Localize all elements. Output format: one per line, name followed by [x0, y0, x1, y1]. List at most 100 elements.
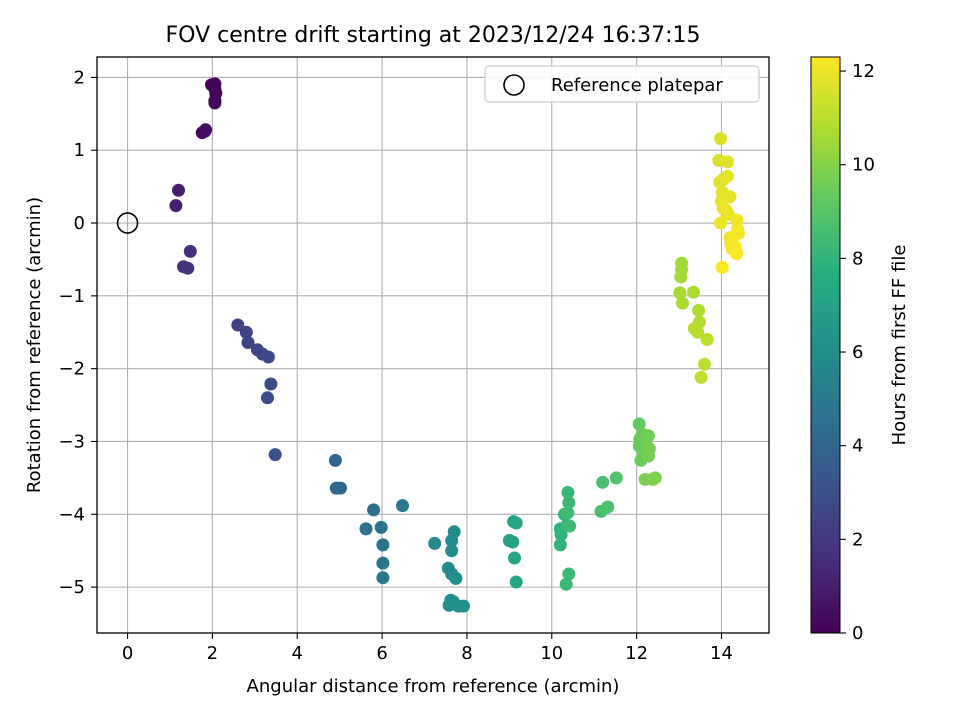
- data-point: [609, 471, 623, 485]
- data-point: [183, 244, 197, 258]
- data-point: [720, 169, 734, 183]
- y-axis-label: Rotation from reference (arcmin): [24, 197, 45, 493]
- data-point: [376, 538, 390, 552]
- data-point: [268, 448, 282, 462]
- data-point: [642, 429, 655, 443]
- data-point: [376, 556, 390, 570]
- data-point: [261, 391, 274, 405]
- y-axis-ticks: 2 1 0 −1 −2 −3 −4 −5: [58, 67, 97, 598]
- y-tick-label: −2: [58, 359, 85, 380]
- data-point: [241, 336, 255, 349]
- data-point: [601, 500, 615, 514]
- y-tick-label: 0: [74, 213, 85, 234]
- data-point: [691, 325, 705, 339]
- data-point: [553, 538, 567, 552]
- colorbar-label: Hours from first FF file: [889, 245, 910, 446]
- data-point: [692, 303, 706, 317]
- x-tick-label: 10: [540, 643, 563, 664]
- data-point: [676, 296, 689, 310]
- data-point: [374, 520, 388, 534]
- data-point: [509, 575, 523, 589]
- x-axis-label: Angular distance from reference (arcmin): [247, 676, 620, 697]
- data-point: [730, 247, 744, 261]
- data-point: [457, 599, 470, 613]
- data-point: [714, 132, 728, 146]
- y-tick-label: −5: [58, 577, 85, 598]
- colorbar-tick-label: 4: [852, 436, 863, 457]
- x-tick-label: 14: [710, 643, 733, 664]
- colorbar-tick-label: 12: [852, 61, 875, 82]
- data-points: [169, 77, 745, 613]
- data-point: [638, 472, 652, 486]
- data-point: [231, 318, 245, 332]
- data-point: [562, 496, 576, 510]
- grid-lines: [97, 57, 769, 633]
- data-point: [673, 286, 687, 300]
- x-axis-ticks: 0 2 4 6 8 10 12 14: [122, 633, 733, 664]
- data-point: [376, 571, 390, 585]
- data-point: [208, 96, 222, 110]
- colorbar-ticks: 0 2 4 6 8 10 12: [840, 61, 875, 644]
- data-point: [261, 350, 275, 364]
- data-point: [428, 536, 442, 550]
- data-point: [714, 216, 728, 230]
- legend-box: [484, 65, 760, 103]
- x-tick-label: 2: [207, 643, 218, 664]
- data-point: [715, 260, 729, 274]
- colorbar-tick-label: 8: [852, 248, 863, 269]
- data-point: [239, 325, 253, 339]
- data-point: [506, 535, 520, 549]
- chart-title: FOV centre drift starting at 2023/12/24 …: [166, 23, 701, 48]
- data-point: [449, 571, 463, 585]
- y-tick-label: −4: [58, 504, 85, 525]
- data-point: [509, 516, 523, 530]
- plot-area-frame: [96, 56, 770, 634]
- colorbar-gradient: [810, 56, 841, 634]
- data-point: [561, 486, 575, 499]
- y-tick-label: −3: [58, 431, 85, 452]
- colorbar-tick-label: 6: [852, 342, 863, 363]
- colorbar-tick-label: 0: [852, 623, 863, 644]
- data-point: [396, 499, 409, 513]
- colorbar-tick-label: 10: [852, 155, 875, 176]
- data-point: [359, 522, 373, 536]
- data-point: [732, 226, 745, 240]
- x-tick-label: 8: [461, 643, 472, 664]
- data-point: [264, 377, 278, 391]
- data-point: [199, 123, 213, 137]
- data-point: [169, 199, 183, 213]
- data-point: [561, 506, 575, 520]
- reference-point-circle: [116, 212, 139, 234]
- data-point: [445, 534, 459, 547]
- data-point: [700, 333, 714, 346]
- data-point: [698, 357, 711, 371]
- data-point: [596, 475, 610, 489]
- data-point: [687, 285, 700, 299]
- data-point: [554, 528, 568, 542]
- data-point: [367, 503, 381, 517]
- colorbar: 0 2 4 6 8 10 12 Hours from first FF file: [810, 56, 910, 644]
- data-point: [181, 261, 195, 275]
- data-point: [674, 270, 688, 284]
- data-point: [508, 551, 521, 565]
- data-point: [563, 519, 577, 533]
- data-point: [694, 370, 708, 384]
- x-tick-label: 0: [122, 643, 133, 664]
- data-point: [334, 481, 347, 495]
- data-point: [444, 593, 458, 607]
- data-point: [642, 442, 656, 456]
- data-point: [445, 544, 459, 558]
- legend: Reference platepar: [484, 65, 760, 103]
- y-tick-label: −1: [58, 286, 85, 307]
- y-tick-label: 2: [74, 67, 85, 88]
- data-point: [172, 183, 185, 197]
- data-point: [632, 417, 646, 431]
- x-tick-label: 4: [292, 643, 303, 664]
- x-tick-label: 12: [625, 643, 648, 664]
- data-point: [720, 155, 734, 169]
- reference-platepar-marker: [116, 212, 139, 234]
- x-tick-label: 6: [376, 643, 387, 664]
- colorbar-tick-label: 2: [852, 529, 863, 550]
- legend-label: Reference platepar: [551, 75, 723, 96]
